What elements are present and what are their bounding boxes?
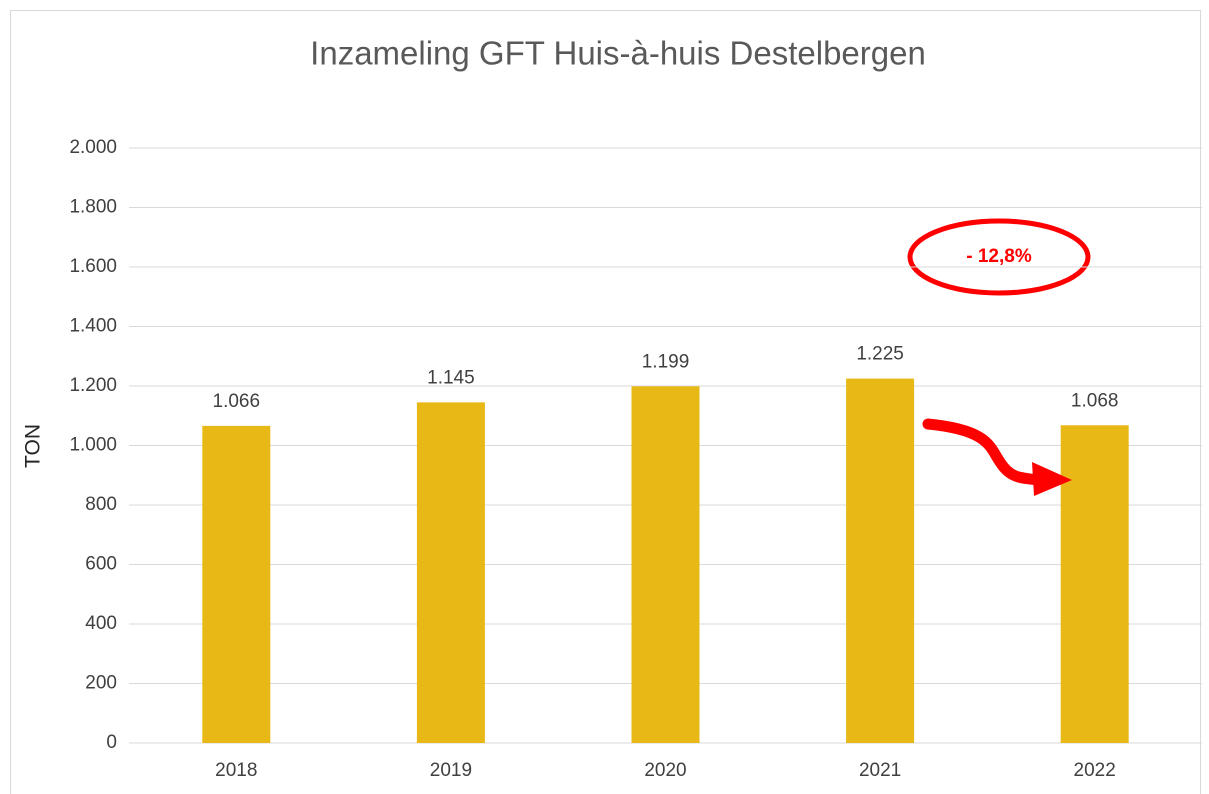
bar bbox=[416, 402, 485, 743]
annotation-ellipse bbox=[907, 218, 1091, 296]
y-tick-label: 1.000 bbox=[69, 435, 117, 456]
chart-title: Inzameling GFT Huis-à-huis Destelbergen bbox=[310, 35, 926, 72]
y-tick-label: 800 bbox=[85, 494, 117, 515]
y-tick-label: 1.200 bbox=[69, 375, 117, 396]
y-tick-label: 1.800 bbox=[69, 197, 117, 218]
bar bbox=[1060, 425, 1129, 743]
annotation: - 12,8% bbox=[966, 246, 1032, 267]
y-tick-label: 0 bbox=[106, 732, 117, 753]
value-label: 1.066 bbox=[213, 391, 261, 412]
x-tick-label: 2021 bbox=[859, 760, 901, 781]
arrow-shaft bbox=[922, 418, 1046, 486]
value-label: 1.145 bbox=[427, 367, 475, 388]
y-tick-label: 1.600 bbox=[69, 256, 117, 277]
arrow-head bbox=[1032, 462, 1072, 496]
x-tick-label: 2018 bbox=[215, 760, 257, 781]
value-label: 1.199 bbox=[642, 351, 690, 372]
value-label: 1.225 bbox=[856, 344, 904, 365]
y-tick-label: 2.000 bbox=[69, 137, 117, 158]
x-tick-label: 2022 bbox=[1074, 760, 1116, 781]
bar bbox=[846, 378, 915, 743]
y-axis-label: TON bbox=[22, 424, 45, 468]
bar bbox=[631, 386, 700, 743]
y-tick-label: 1.400 bbox=[69, 316, 117, 337]
x-tick-label: 2020 bbox=[644, 760, 686, 781]
y-tick-label: 200 bbox=[85, 673, 117, 694]
x-tick-label: 2019 bbox=[430, 760, 472, 781]
y-tick-label: 600 bbox=[85, 554, 117, 575]
value-label: 1.068 bbox=[1071, 390, 1119, 411]
trend-arrow bbox=[922, 418, 1072, 496]
bar bbox=[202, 425, 271, 743]
chart-border bbox=[10, 10, 1201, 794]
y-tick-label: 400 bbox=[85, 613, 117, 634]
